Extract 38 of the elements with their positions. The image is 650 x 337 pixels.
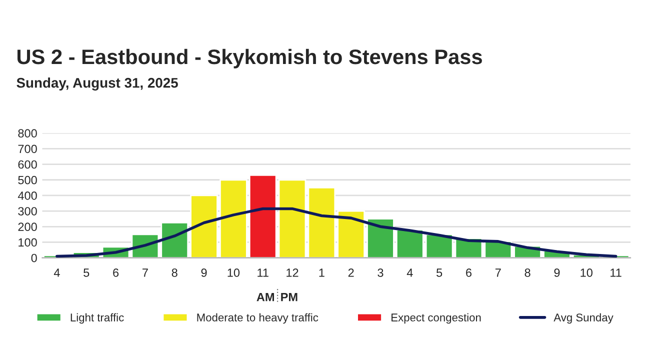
x-tick-label: 3 xyxy=(378,268,384,277)
x-tick-label: 11 xyxy=(610,268,622,277)
y-tick-label: 200 xyxy=(18,222,37,232)
y-tick-label: 500 xyxy=(18,176,37,184)
y-tick-label: 600 xyxy=(18,160,37,169)
y-tick-label: 800 xyxy=(18,129,37,138)
y-tick-label: 0 xyxy=(31,254,37,262)
y-tick-label: 700 xyxy=(18,144,37,154)
x-tick-label: 6 xyxy=(466,268,472,277)
x-tick-label: 2 xyxy=(348,268,354,277)
x-tick-label: 8 xyxy=(172,268,178,277)
y-tick-label: 300 xyxy=(18,207,37,216)
line-series xyxy=(56,207,618,258)
x-tick-label: 1 xyxy=(319,268,324,277)
x-tick-label: 6 xyxy=(113,268,119,277)
x-tick-label: 5 xyxy=(436,268,442,277)
x-tick-label: 4 xyxy=(406,268,413,277)
x-tick-label: 12 xyxy=(286,268,298,277)
x-tick-label: 5 xyxy=(84,268,90,277)
x-tick-label: 9 xyxy=(554,268,560,277)
x-tick-label: 9 xyxy=(201,268,207,277)
legend-label: Expect congestion xyxy=(392,313,481,324)
chart-subtitle: Sunday, August 31, 2025 xyxy=(16,78,178,91)
y-tick-label: 100 xyxy=(18,238,37,247)
y-tick-label: 400 xyxy=(18,191,37,200)
legend-label: Avg Sunday xyxy=(554,313,614,324)
chart-title: US 2 - Eastbound - Skykomish to Stevens Pass xyxy=(18,48,482,68)
text: AM xyxy=(256,293,274,302)
legend-label: Light traffic xyxy=(70,313,124,324)
x-tick-label: 7 xyxy=(495,268,501,277)
x-tick-label: 4 xyxy=(54,268,60,277)
text: PM xyxy=(281,293,298,302)
x-tick-label: 8 xyxy=(524,268,530,277)
x-tick-label: 7 xyxy=(142,268,148,277)
legend-label: Moderate to heavy traffic xyxy=(197,313,318,324)
x-tick-label: 11 xyxy=(258,268,268,277)
x-tick-label: 10 xyxy=(580,268,592,277)
x-tick-label: 10 xyxy=(228,268,240,277)
